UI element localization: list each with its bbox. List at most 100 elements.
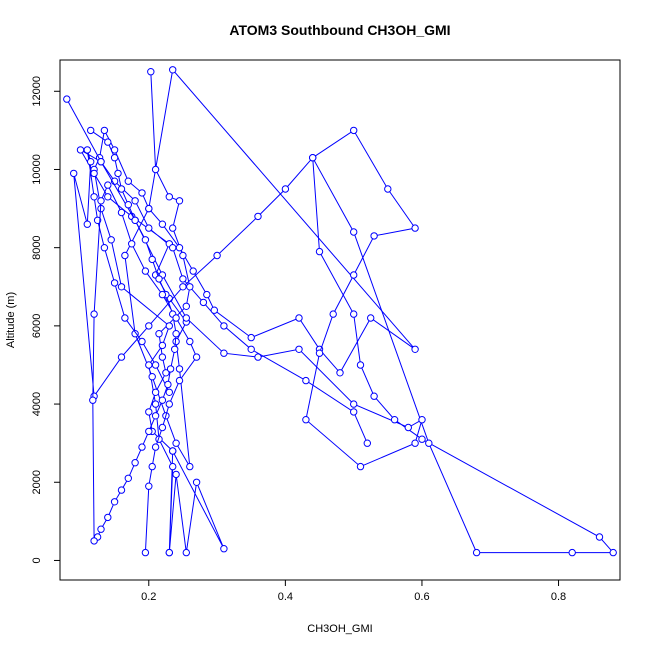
data-point	[210, 306, 219, 314]
data-point	[97, 525, 105, 533]
data-point	[148, 255, 156, 264]
data-point	[175, 365, 184, 373]
data-point	[117, 283, 126, 291]
data-point	[145, 322, 153, 330]
data-point	[151, 165, 160, 174]
data-point	[83, 146, 92, 154]
data-point	[165, 193, 174, 201]
data-point	[329, 310, 337, 318]
data-point	[155, 330, 163, 338]
data-point	[356, 361, 365, 369]
data-point	[87, 126, 95, 135]
data-point	[169, 224, 177, 232]
data-point	[179, 275, 187, 283]
data-point	[182, 314, 191, 322]
data-point	[131, 197, 139, 205]
data-point	[121, 314, 129, 322]
data-point	[367, 314, 375, 322]
data-point	[155, 275, 163, 283]
data-point	[411, 345, 419, 353]
data-point	[411, 224, 419, 232]
data-point	[169, 462, 177, 471]
data-point	[175, 197, 184, 205]
data-point	[145, 482, 153, 490]
data-point	[151, 400, 160, 408]
data-point	[199, 298, 208, 307]
data-point	[121, 251, 129, 260]
data-point	[384, 185, 392, 193]
data-point	[425, 439, 433, 447]
data-point	[93, 216, 102, 225]
data-point	[117, 486, 126, 494]
data-point	[124, 177, 133, 185]
data-point	[165, 548, 174, 557]
data-point	[138, 337, 146, 346]
data-point	[100, 126, 109, 135]
y-tick-label: 10000	[31, 154, 43, 185]
data-point	[175, 244, 184, 252]
data-point	[158, 220, 167, 228]
data-point	[145, 361, 153, 369]
data-point	[356, 462, 365, 471]
data-point	[472, 548, 481, 557]
data-point	[302, 416, 310, 424]
data-point	[171, 345, 179, 353]
data-point	[404, 423, 412, 432]
data-point	[90, 310, 98, 318]
data-point	[186, 462, 194, 471]
data-point	[182, 302, 191, 310]
data-point	[165, 388, 174, 396]
data-point	[336, 369, 344, 377]
data-point	[165, 400, 174, 408]
data-point	[220, 545, 228, 553]
data-point	[363, 439, 371, 447]
data-point	[117, 353, 126, 361]
data-point	[172, 470, 180, 479]
data-point	[254, 212, 262, 221]
data-point	[141, 267, 150, 275]
data-point	[172, 439, 180, 447]
data-point	[151, 412, 160, 420]
data-point	[281, 185, 290, 193]
data-point	[302, 376, 310, 385]
data-point	[104, 513, 112, 522]
data-point	[172, 314, 180, 322]
data-point	[151, 361, 160, 369]
data-point	[203, 290, 211, 299]
data-point	[220, 349, 228, 357]
data-point	[315, 247, 324, 256]
data-point	[418, 416, 426, 424]
data-point	[192, 478, 201, 486]
data-point	[104, 138, 112, 146]
data-point	[151, 443, 160, 451]
data-point	[595, 533, 604, 541]
data-point	[247, 345, 255, 353]
y-tick-label: 6000	[31, 314, 43, 338]
data-point	[138, 443, 146, 451]
x-tick-label: 0.4	[278, 591, 293, 603]
data-point	[107, 236, 115, 244]
data-point	[90, 193, 98, 201]
y-tick-label: 8000	[31, 235, 43, 259]
data-point	[350, 408, 358, 416]
data-point	[179, 251, 187, 260]
data-point	[162, 369, 170, 377]
data-point	[568, 548, 576, 557]
data-point	[169, 244, 177, 252]
data-point	[117, 208, 126, 217]
y-axis: 0 2000 4000 6000 8000 10000 12000	[31, 76, 61, 564]
data-point	[145, 204, 153, 213]
data-point	[254, 353, 262, 361]
x-tick-label: 0.8	[551, 591, 566, 603]
data-point	[315, 349, 324, 357]
data-point	[350, 271, 358, 279]
data-point	[609, 548, 617, 557]
data-point	[114, 169, 122, 178]
data-point	[350, 310, 358, 318]
data-point	[124, 201, 133, 209]
data-point	[186, 283, 194, 291]
data-point	[350, 228, 358, 236]
data-point	[131, 459, 139, 467]
data-point	[83, 220, 92, 228]
